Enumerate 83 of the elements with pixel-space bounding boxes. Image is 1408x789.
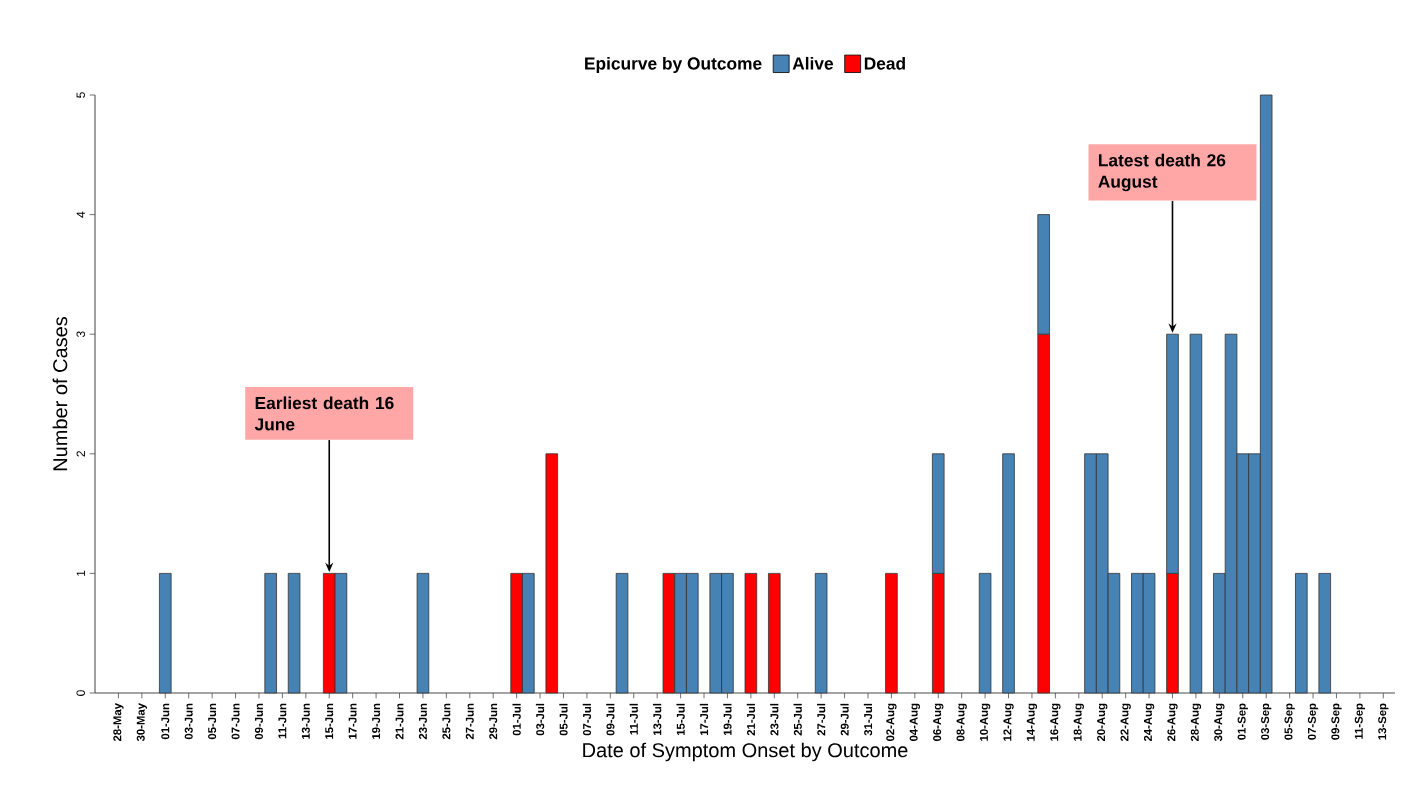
x-tick-label: 18-Aug (1073, 703, 1084, 741)
x-tick-label: 13-Jul (653, 703, 662, 736)
x-tick-label: 30-May (136, 703, 147, 742)
bar (159, 573, 172, 694)
bar (768, 573, 781, 694)
bar (885, 573, 898, 694)
bar (814, 573, 828, 694)
x-tick-label: 23-Jul (770, 703, 779, 736)
bar (615, 573, 629, 694)
y-tick-label: 2 (76, 451, 85, 457)
x-tick-label: 07-Sep (1307, 703, 1319, 740)
x-tick-label: 19-Jun (372, 703, 381, 739)
annotation: Earliest death 16 June (254, 396, 394, 431)
x-tick-label: 20-Aug (1097, 703, 1108, 742)
x-tick-label: 13-Sep (1378, 703, 1389, 740)
x-tick-label: 08-Aug (956, 703, 967, 742)
bar (264, 573, 277, 694)
x-tick-label: 03-Jun (184, 703, 193, 740)
bar (978, 573, 992, 694)
x-axis-title: Date of Symptom Onset by Outcome (583, 742, 908, 762)
x-tick-label: 11-Jul (629, 703, 638, 735)
annotation: Latest death 26 August (1098, 153, 1226, 192)
x-tick-label: 01-Jun (161, 703, 170, 740)
x-tick-label: 17-Jun (348, 703, 357, 739)
x-tick-label: 09-Jun (254, 703, 263, 740)
x-tick-label: 05-Jun (208, 703, 217, 740)
x-tick-label: 22-Aug (1120, 703, 1131, 742)
x-tick-label: 29-Jun (489, 703, 498, 740)
x-tick-label: 14-Aug (1026, 703, 1038, 741)
x-tick-label: 03-Jul (535, 703, 545, 736)
x-tick-label: 09-Jul (606, 703, 615, 736)
x-tick-label: 01-Jul (512, 703, 521, 736)
x-tick-label: 30-Aug (1214, 703, 1225, 742)
x-tick-label: 25-Jul (793, 703, 802, 736)
x-tick-label: 31-Jul (863, 703, 873, 736)
x-tick-label: 19-Jul (723, 703, 732, 736)
x-tick-label: 03-Sep (1261, 703, 1272, 740)
x-tick-label: 28-Aug (1190, 703, 1202, 742)
bar (545, 453, 559, 694)
x-tick-label: 23-Jun (418, 703, 427, 740)
x-tick-label: 10-Aug (979, 703, 991, 741)
x-tick-label: 11-Jun (278, 703, 287, 739)
x-tick-label: 17-Jul (699, 703, 709, 736)
x-tick-label: 25-Jun (442, 703, 451, 740)
bar (744, 573, 758, 694)
x-tick-label: 26-Aug (1167, 703, 1178, 742)
y-tick-label: 5 (76, 92, 85, 98)
x-tick-label: 16-Aug (1050, 703, 1061, 741)
x-tick-label: 07-Jul (582, 703, 592, 736)
y-tick-label: 4 (76, 211, 85, 218)
x-tick-label: 07-Jun (231, 703, 240, 740)
x-tick-label: 04-Aug (909, 703, 920, 742)
x-tick-label: 24-Aug (1143, 703, 1155, 742)
bar (1189, 333, 1203, 694)
x-tick-label: 12-Aug (1003, 703, 1014, 741)
bar (416, 573, 430, 694)
legend-label: Alive (792, 56, 834, 70)
x-tick-label: 27-Jul (816, 703, 826, 736)
y-tick-label: 3 (76, 331, 85, 338)
x-tick-label: 09-Sep (1331, 703, 1342, 740)
x-tick-label: 15-Jun (325, 703, 334, 739)
x-tick-label: 01-Sep (1237, 703, 1248, 740)
legend-label: Dead (864, 56, 905, 70)
bar (1318, 573, 1331, 694)
x-tick-label: 06-Aug (933, 703, 944, 742)
x-tick-label: 27-Jun (465, 703, 474, 740)
legend-title: Epicurve by Outcome (585, 56, 762, 74)
y-tick-label: 0 (76, 690, 85, 696)
x-tick-label: 21-Jul (746, 703, 756, 736)
x-tick-label: 13-Jun (301, 703, 310, 739)
x-tick-label: 29-Jul (840, 703, 849, 736)
bar (287, 573, 301, 694)
bar (1002, 453, 1015, 694)
x-tick-label: 21-Jun (395, 703, 404, 740)
y-tick-label: 1 (76, 570, 85, 576)
y-axis-title: Number of Cases (52, 316, 68, 471)
x-tick-label: 11-Sep (1354, 703, 1366, 739)
bar (1295, 573, 1308, 694)
x-tick-label: 05-Sep (1284, 703, 1295, 740)
x-tick-label: 02-Aug (886, 703, 897, 742)
x-tick-label: 15-Jul (676, 703, 685, 736)
x-tick-label: 28-May (113, 703, 124, 742)
x-tick-label: 05-Jul (559, 703, 568, 736)
